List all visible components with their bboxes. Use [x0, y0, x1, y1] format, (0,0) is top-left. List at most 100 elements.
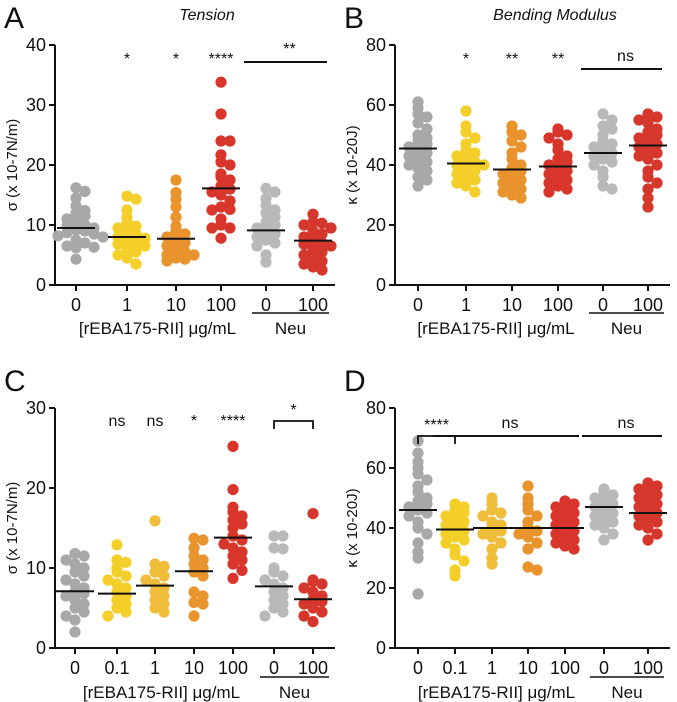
- data-point: [224, 195, 236, 207]
- data-point: [469, 132, 481, 144]
- data-point: [460, 144, 472, 156]
- data-point: [568, 498, 580, 510]
- data-point: [598, 534, 610, 546]
- data-point: [460, 180, 472, 192]
- panel-letter: C: [4, 365, 26, 398]
- x-tick-label: 0: [413, 295, 423, 315]
- data-point: [598, 486, 610, 498]
- data-point: [316, 255, 328, 267]
- data-point: [121, 225, 133, 237]
- data-point: [149, 594, 161, 606]
- data-point: [469, 186, 481, 198]
- x-tick-label: 100: [218, 658, 248, 678]
- data-point: [651, 147, 663, 159]
- data-point: [260, 234, 272, 246]
- data-point: [568, 507, 580, 519]
- data-point: [102, 574, 114, 586]
- data-point: [607, 507, 619, 519]
- data-point: [412, 135, 424, 147]
- data-point: [412, 144, 424, 156]
- data-point: [460, 171, 472, 183]
- data-point: [486, 531, 498, 543]
- data-point: [139, 240, 151, 252]
- data-point: [606, 156, 618, 168]
- data-point: [277, 598, 289, 610]
- data-point: [111, 566, 123, 578]
- panel-D: D 0 20 40 60 80 κ (x 10-20J) 0 0.1 1 10 100 0 100 Neu […: [344, 365, 670, 702]
- panel-letter: B: [344, 2, 364, 35]
- data-point: [550, 510, 562, 522]
- data-point: [506, 153, 518, 165]
- data-point: [60, 610, 72, 622]
- data-point: [121, 252, 133, 264]
- significance-label: ****: [221, 413, 246, 430]
- data-point: [543, 132, 555, 144]
- data-point: [642, 108, 654, 120]
- data-point: [197, 554, 209, 566]
- data-point: [224, 135, 236, 147]
- data-point: [561, 156, 573, 168]
- data-point: [227, 572, 239, 585]
- data-point: [451, 159, 463, 171]
- y-tick-label: 20: [26, 478, 46, 498]
- x-tick-label: 10: [518, 658, 538, 678]
- x-tick-label: 0: [261, 295, 271, 315]
- data-point: [269, 211, 281, 223]
- data-point: [421, 156, 433, 168]
- x-tick-label: 100: [298, 658, 328, 678]
- data-point: [412, 153, 424, 165]
- significance-label: ns: [618, 415, 635, 432]
- data-point: [651, 498, 663, 510]
- data-point: [88, 241, 100, 253]
- data-point: [268, 594, 280, 606]
- data-point: [460, 105, 472, 117]
- data-point: [607, 489, 619, 501]
- data-point: [606, 138, 618, 150]
- data-point: [469, 156, 481, 168]
- data-point: [651, 489, 663, 501]
- data-point: [412, 468, 424, 480]
- panel-letter: D: [344, 365, 366, 398]
- data-point: [227, 484, 239, 496]
- data-point: [458, 516, 470, 528]
- data-point: [606, 114, 618, 126]
- data-point: [277, 582, 289, 594]
- y-tick-label: 40: [26, 35, 46, 55]
- data-point: [188, 596, 200, 609]
- data-point: [559, 504, 571, 516]
- data-point: [149, 602, 161, 614]
- data-point: [421, 528, 433, 540]
- data-point: [469, 147, 481, 159]
- data-point: [589, 519, 601, 531]
- data-point: [559, 531, 571, 543]
- y-tick-label: 20: [366, 578, 386, 598]
- data-point: [79, 210, 91, 222]
- data-point: [111, 554, 123, 566]
- data-point: [70, 207, 82, 219]
- y-tick-label: 0: [36, 638, 46, 658]
- data-point: [559, 495, 571, 507]
- panel-B: B Bending Modulus 0 20 40 60 80 κ (x 10-20J) 0 1 1…: [344, 2, 670, 338]
- data-point: [236, 546, 248, 558]
- data-point: [197, 534, 209, 546]
- data-point: [412, 522, 424, 534]
- y-axis-label: σ (x 10-7N/m): [4, 119, 21, 212]
- data-point: [598, 495, 610, 507]
- data-point: [307, 576, 319, 588]
- data-point: [633, 132, 645, 144]
- data-point: [170, 174, 182, 186]
- data-point: [421, 138, 433, 150]
- data-point: [78, 570, 90, 582]
- data-point: [268, 566, 280, 578]
- data-point: [449, 570, 461, 582]
- data-point: [277, 543, 289, 555]
- data-point: [188, 550, 200, 562]
- data-point: [149, 566, 161, 578]
- data-point: [69, 578, 81, 590]
- data-point: [60, 574, 72, 586]
- data-point: [149, 578, 161, 590]
- y-tick-label: 0: [376, 275, 386, 295]
- x-tick-label: 1: [122, 295, 132, 315]
- data-point: [130, 193, 142, 205]
